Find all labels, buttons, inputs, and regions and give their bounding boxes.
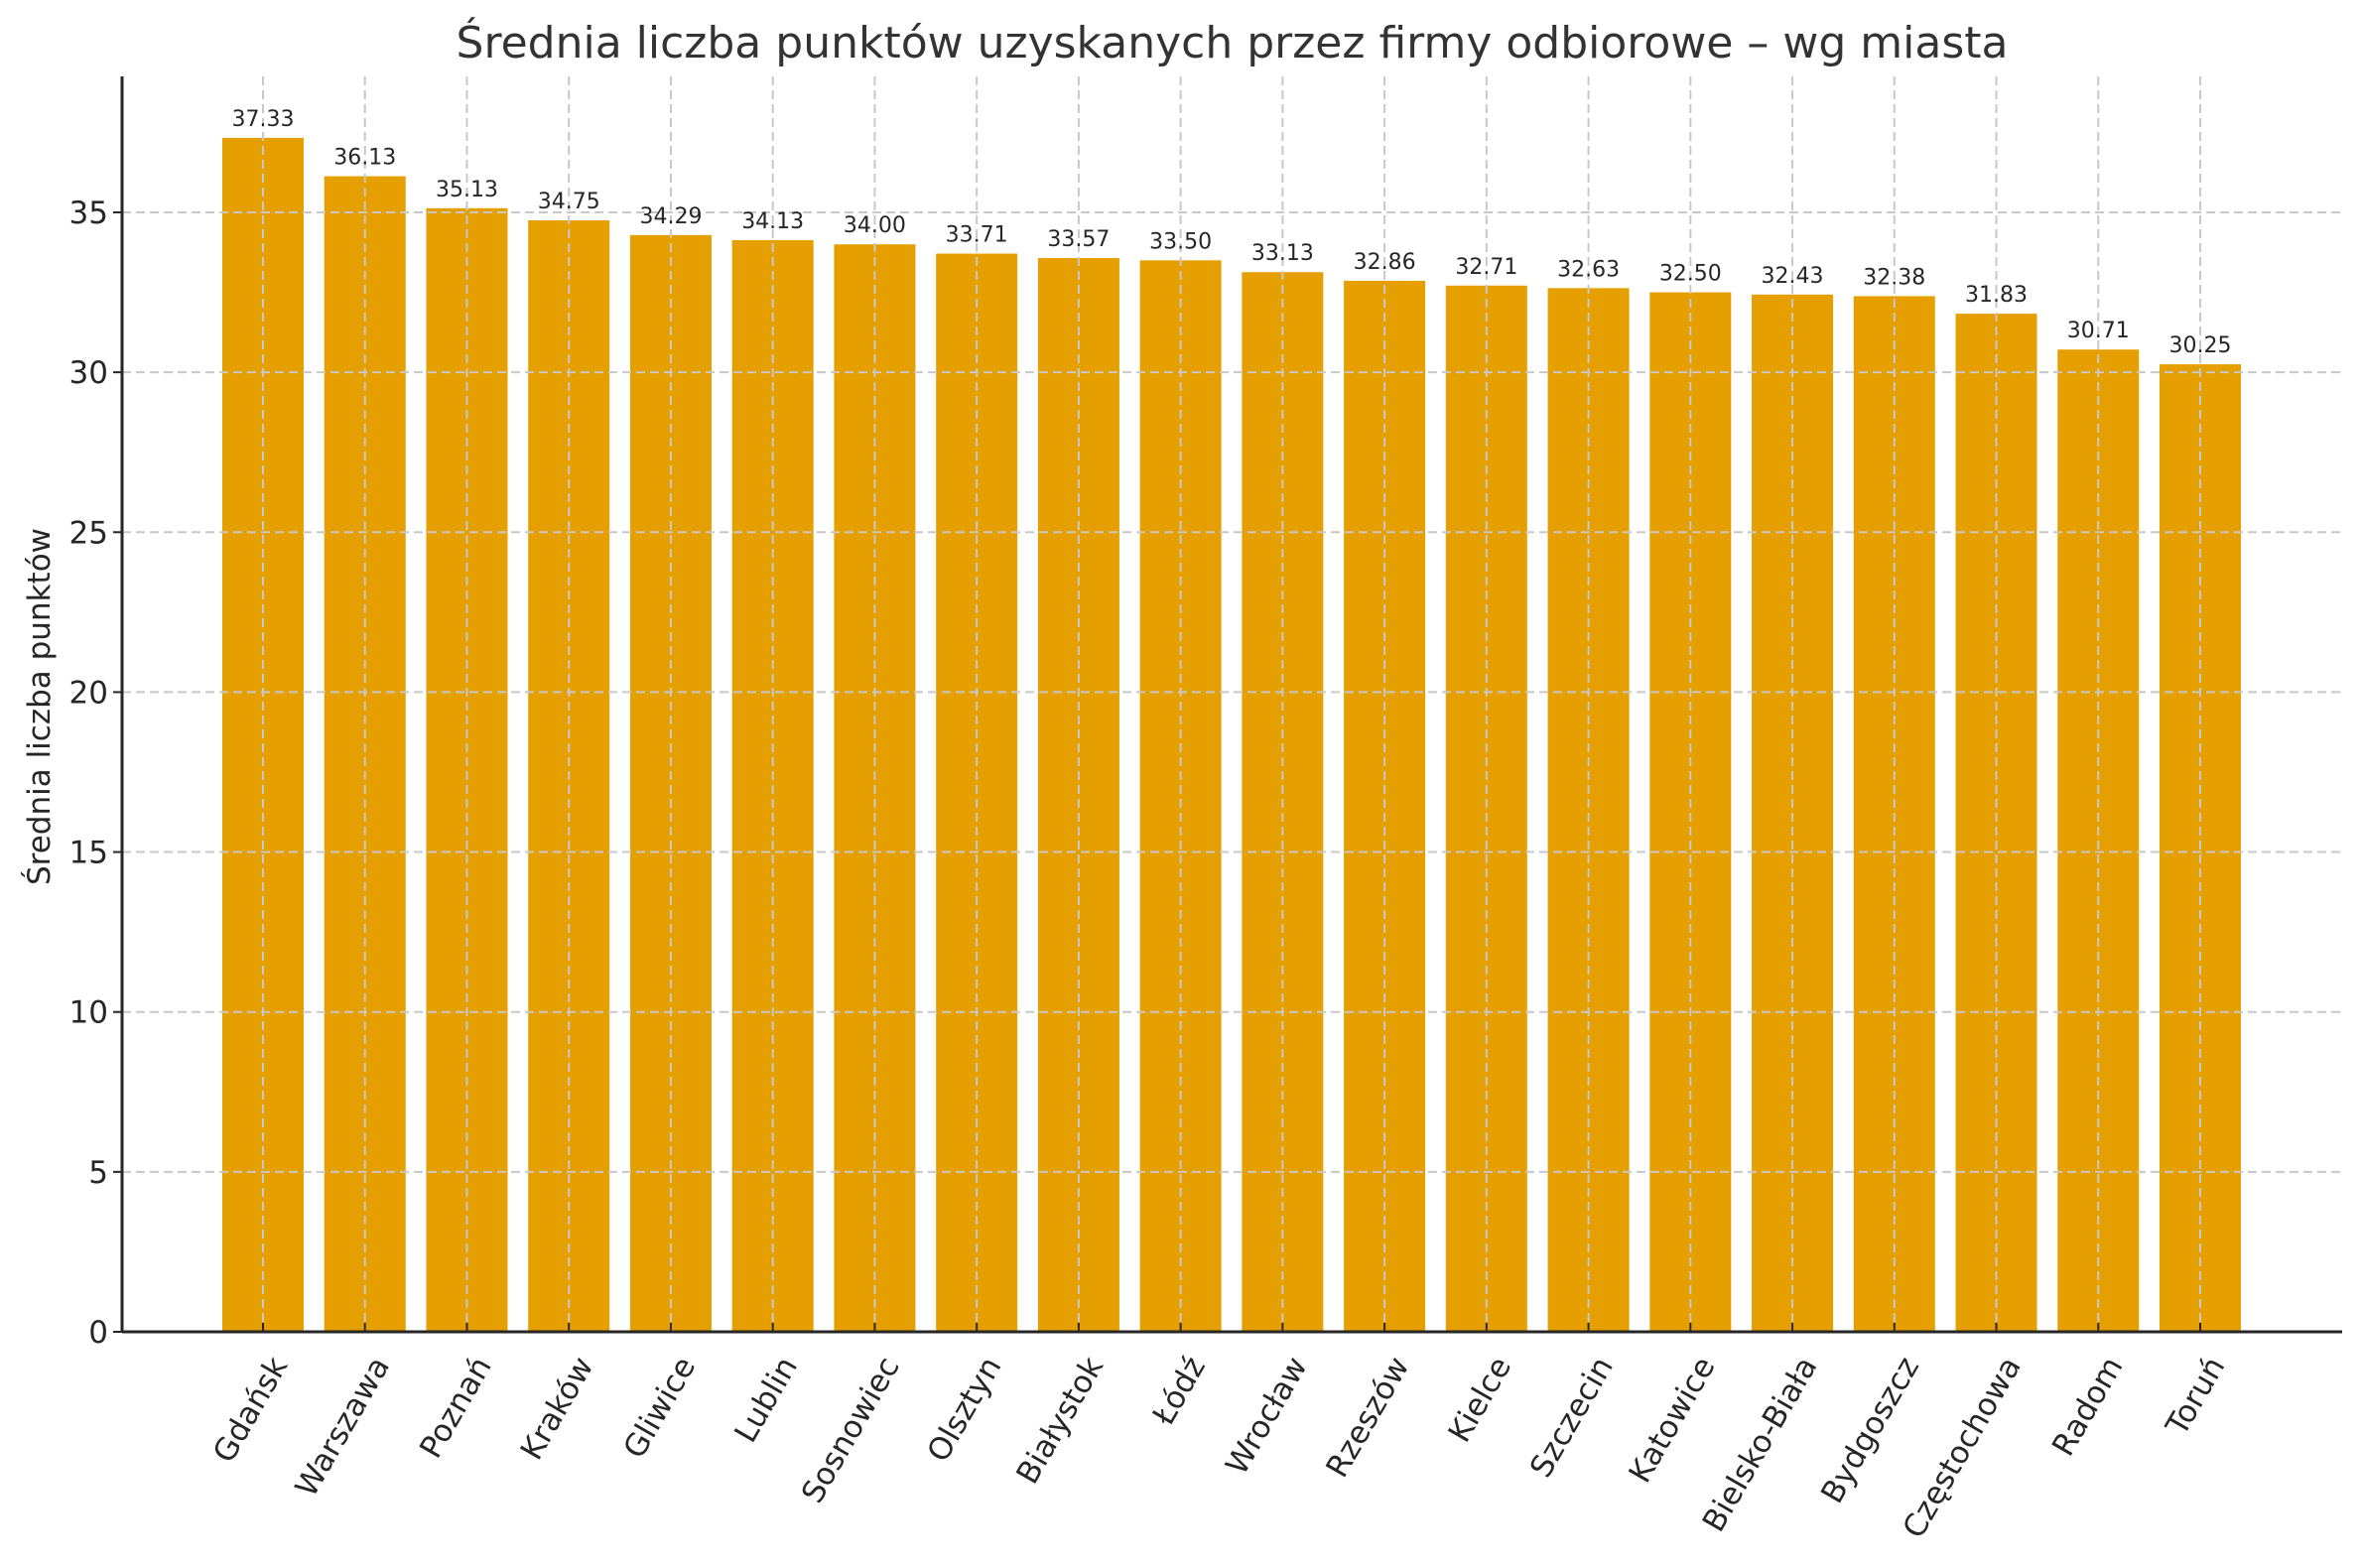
value-label: 37.33 (232, 107, 295, 132)
value-label: 34.29 (639, 204, 702, 229)
x-tick-label: Bydgoszcz (1814, 1351, 1926, 1509)
value-label: 33.50 (1149, 229, 1212, 254)
x-tick-label: Sosnowiec (795, 1351, 907, 1509)
x-tick-label: Rzeszów (1319, 1351, 1416, 1484)
x-tick-label: Gliwice (616, 1351, 703, 1464)
y-tick-label: 15 (69, 836, 108, 871)
bar (324, 176, 406, 1332)
value-label: 32.63 (1557, 257, 1620, 282)
y-tick-label: 0 (88, 1315, 108, 1351)
x-tick-label: Szczecin (1523, 1351, 1621, 1484)
y-tick-label: 20 (69, 675, 108, 711)
y-tick-label: 35 (69, 196, 108, 231)
value-label: 33.13 (1251, 241, 1314, 266)
x-tick-label: Toruń (2159, 1351, 2232, 1442)
value-label: 32.43 (1762, 264, 1824, 289)
x-tick-label: Kielce (1442, 1351, 1519, 1448)
x-tick-label: Katowice (1622, 1351, 1722, 1489)
x-tick-label: Lublin (727, 1351, 805, 1448)
grid-overlay (122, 76, 2342, 1332)
bar (1037, 258, 1119, 1333)
value-label: 32.71 (1455, 255, 1517, 280)
chart-title: Średnia liczba punktów uzyskanych przez … (456, 18, 2009, 68)
x-tick-label: Radom (2045, 1351, 2131, 1462)
value-label: 35.13 (436, 178, 498, 202)
x-tick-label: Białystok (1009, 1351, 1111, 1490)
bars (222, 137, 2241, 1333)
value-label: 34.00 (844, 213, 906, 238)
value-label: 34.13 (741, 209, 804, 234)
value-label: 32.86 (1354, 250, 1416, 275)
value-label: 32.38 (1863, 265, 1925, 290)
value-label: 33.71 (946, 223, 1008, 248)
x-tick-label: Poznań (413, 1351, 499, 1464)
value-label: 30.25 (2169, 333, 2232, 358)
bar (426, 207, 508, 1333)
value-label: 36.13 (333, 146, 396, 171)
value-labels: 37.33 36.13 35.13 34.75 34.29 34.13 34.00 33.71… (232, 107, 2232, 358)
y-tick-label: 30 (69, 355, 108, 391)
y-tick-label: 10 (69, 995, 108, 1031)
bar (1547, 288, 1630, 1333)
x-tick-label: Gdańsk (206, 1351, 295, 1469)
x-tick-label: Wrocław (1219, 1351, 1314, 1481)
value-label: 32.50 (1659, 262, 1722, 287)
value-label: 33.57 (1047, 227, 1110, 252)
value-label: 34.75 (538, 190, 600, 214)
value-label: 31.83 (1965, 283, 2028, 308)
value-label: 30.71 (2067, 319, 2130, 343)
x-tick-label: Łódź (1145, 1351, 1213, 1432)
x-tick-label: Olsztyn (921, 1351, 1009, 1468)
x-tick-label: Kraków (514, 1351, 601, 1466)
y-tick-label: 25 (69, 515, 108, 551)
x-tick-label: Warszawa (289, 1351, 397, 1503)
y-tick-label: 5 (88, 1155, 108, 1191)
